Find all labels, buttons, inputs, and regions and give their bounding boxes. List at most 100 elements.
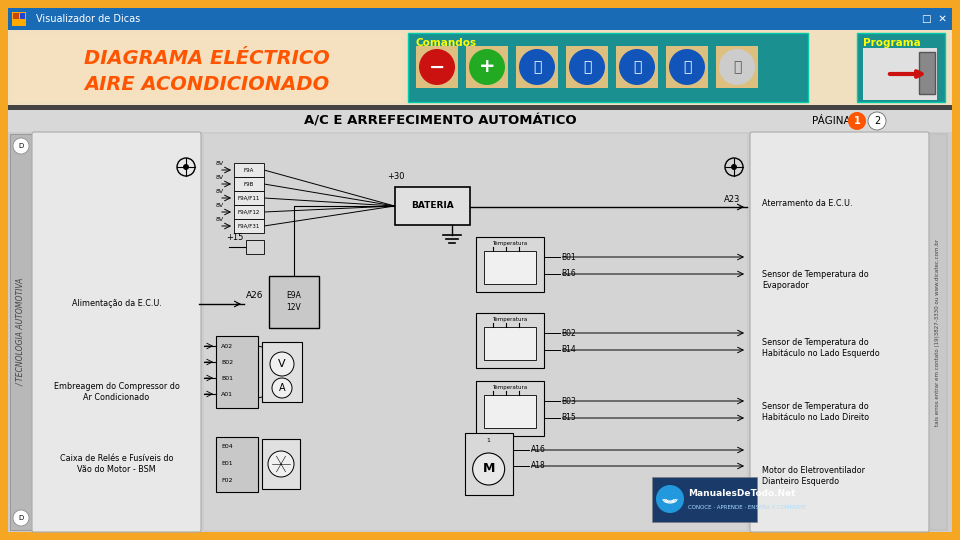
Bar	[919, 52, 935, 94]
Text: F9A/F11: F9A/F11	[238, 195, 260, 200]
Text: V: V	[278, 359, 286, 369]
Bar	[13, 13, 19, 19]
Bar	[716, 46, 758, 88]
Circle shape	[272, 378, 292, 398]
Text: 8V: 8V	[216, 189, 224, 194]
Text: Aterramento da E.C.U.: Aterramento da E.C.U.	[762, 199, 852, 208]
Text: F9A/F12: F9A/F12	[238, 210, 260, 214]
Circle shape	[419, 49, 455, 85]
Text: 1: 1	[853, 116, 860, 126]
Bar	[234, 205, 264, 219]
Text: D: D	[18, 515, 24, 521]
Text: DIAGRAMA ELÉCTRICO: DIAGRAMA ELÉCTRICO	[84, 49, 330, 68]
Bar	[234, 219, 264, 233]
Text: M: M	[483, 462, 494, 476]
Text: AIRE ACONDICIONADO: AIRE ACONDICIONADO	[84, 76, 329, 94]
Bar	[475, 237, 543, 292]
Text: A18: A18	[531, 462, 545, 470]
Text: F02: F02	[221, 478, 232, 483]
Text: B02: B02	[221, 360, 233, 365]
Text: ⏭: ⏭	[683, 60, 691, 74]
Text: 8V: 8V	[216, 161, 224, 166]
Text: ManualesDeTodo.Net: ManualesDeTodo.Net	[688, 489, 796, 497]
Circle shape	[13, 138, 29, 154]
Text: tais erros entrar em contato (19)3827-3330 ou www.dicatec.com.br: tais erros entrar em contato (19)3827-33…	[934, 239, 940, 426]
Bar	[8, 8, 952, 30]
Text: Programa: Programa	[863, 38, 921, 48]
Text: 🖨: 🖨	[732, 60, 741, 74]
Bar	[12, 33, 402, 102]
Circle shape	[569, 49, 605, 85]
Text: Comandos: Comandos	[416, 38, 477, 48]
Bar	[234, 177, 264, 191]
Bar	[12, 12, 26, 26]
Text: B15: B15	[562, 414, 576, 422]
Text: Visualizador de Dicas: Visualizador de Dicas	[36, 14, 140, 24]
Bar	[927, 134, 947, 530]
Text: D: D	[18, 143, 24, 149]
Text: Temperatura: Temperatura	[492, 317, 527, 322]
FancyBboxPatch shape	[750, 132, 929, 532]
Text: F9B: F9B	[244, 181, 254, 186]
Text: PÁGINA: PÁGINA	[812, 116, 851, 126]
Circle shape	[268, 451, 294, 477]
Text: +15: +15	[226, 233, 244, 242]
Bar	[8, 110, 952, 132]
Text: +30: +30	[387, 172, 404, 181]
Circle shape	[669, 49, 705, 85]
Text: Alimentação da E.C.U.: Alimentação da E.C.U.	[72, 300, 161, 308]
Text: B14: B14	[562, 346, 576, 354]
Bar	[408, 33, 808, 102]
Text: A26: A26	[246, 291, 263, 300]
Bar	[566, 46, 608, 88]
Circle shape	[731, 164, 737, 170]
Bar	[475, 381, 543, 435]
Circle shape	[719, 49, 755, 85]
Bar	[863, 48, 937, 100]
Bar	[234, 163, 264, 177]
Circle shape	[619, 49, 655, 85]
Bar	[234, 191, 264, 205]
Text: ⏪: ⏪	[583, 60, 591, 74]
Text: +: +	[479, 57, 495, 77]
Bar	[857, 33, 945, 102]
Text: Sensor de Temperatura do
Habitáculo no Lado Direito: Sensor de Temperatura do Habitáculo no L…	[762, 402, 869, 422]
Text: B02: B02	[562, 328, 576, 338]
Text: −: −	[429, 57, 445, 77]
Bar	[216, 336, 258, 408]
Text: Motor do Eletroventilador
Dianteiro Esquerdo: Motor do Eletroventilador Dianteiro Esqu…	[762, 467, 865, 485]
Circle shape	[519, 49, 555, 85]
Bar	[262, 342, 302, 402]
Bar	[269, 276, 319, 328]
Bar	[262, 439, 300, 489]
Circle shape	[270, 352, 294, 376]
Circle shape	[868, 112, 886, 130]
Text: 8V: 8V	[216, 203, 224, 208]
Text: 8V: 8V	[216, 175, 224, 180]
Text: Temperatura: Temperatura	[492, 241, 527, 246]
Bar	[34, 134, 199, 530]
Bar	[8, 30, 952, 105]
Text: 2: 2	[874, 116, 880, 126]
Bar	[8, 132, 952, 532]
Circle shape	[848, 112, 866, 130]
Bar	[465, 433, 513, 495]
Bar	[416, 46, 458, 88]
Text: F9A: F9A	[244, 167, 254, 172]
Text: B16: B16	[562, 269, 576, 279]
Text: A16: A16	[531, 446, 545, 455]
Bar	[666, 46, 708, 88]
Text: / TECNOLOGIA AUTOMOTIVA: / TECNOLOGIA AUTOMOTIVA	[16, 278, 26, 386]
Circle shape	[183, 164, 189, 170]
Text: Sensor de Temperatura do
Evaporador: Sensor de Temperatura do Evaporador	[762, 271, 869, 289]
Text: Embreagem do Compressor do
Ar Condicionado: Embreagem do Compressor do Ar Condiciona…	[54, 382, 180, 402]
Text: A: A	[278, 383, 285, 393]
Bar	[395, 187, 469, 225]
Circle shape	[469, 49, 505, 85]
Text: Sensor de Temperatura do
Habitáculo no Lado Esquerdo: Sensor de Temperatura do Habitáculo no L…	[762, 338, 879, 357]
Text: A/C E ARREFECIMENTO AUTOMÁTICO: A/C E ARREFECIMENTO AUTOMÁTICO	[303, 114, 576, 127]
Bar	[216, 436, 258, 491]
Text: BATERIA: BATERIA	[411, 201, 453, 211]
Text: E01: E01	[221, 461, 232, 466]
FancyBboxPatch shape	[32, 132, 201, 532]
